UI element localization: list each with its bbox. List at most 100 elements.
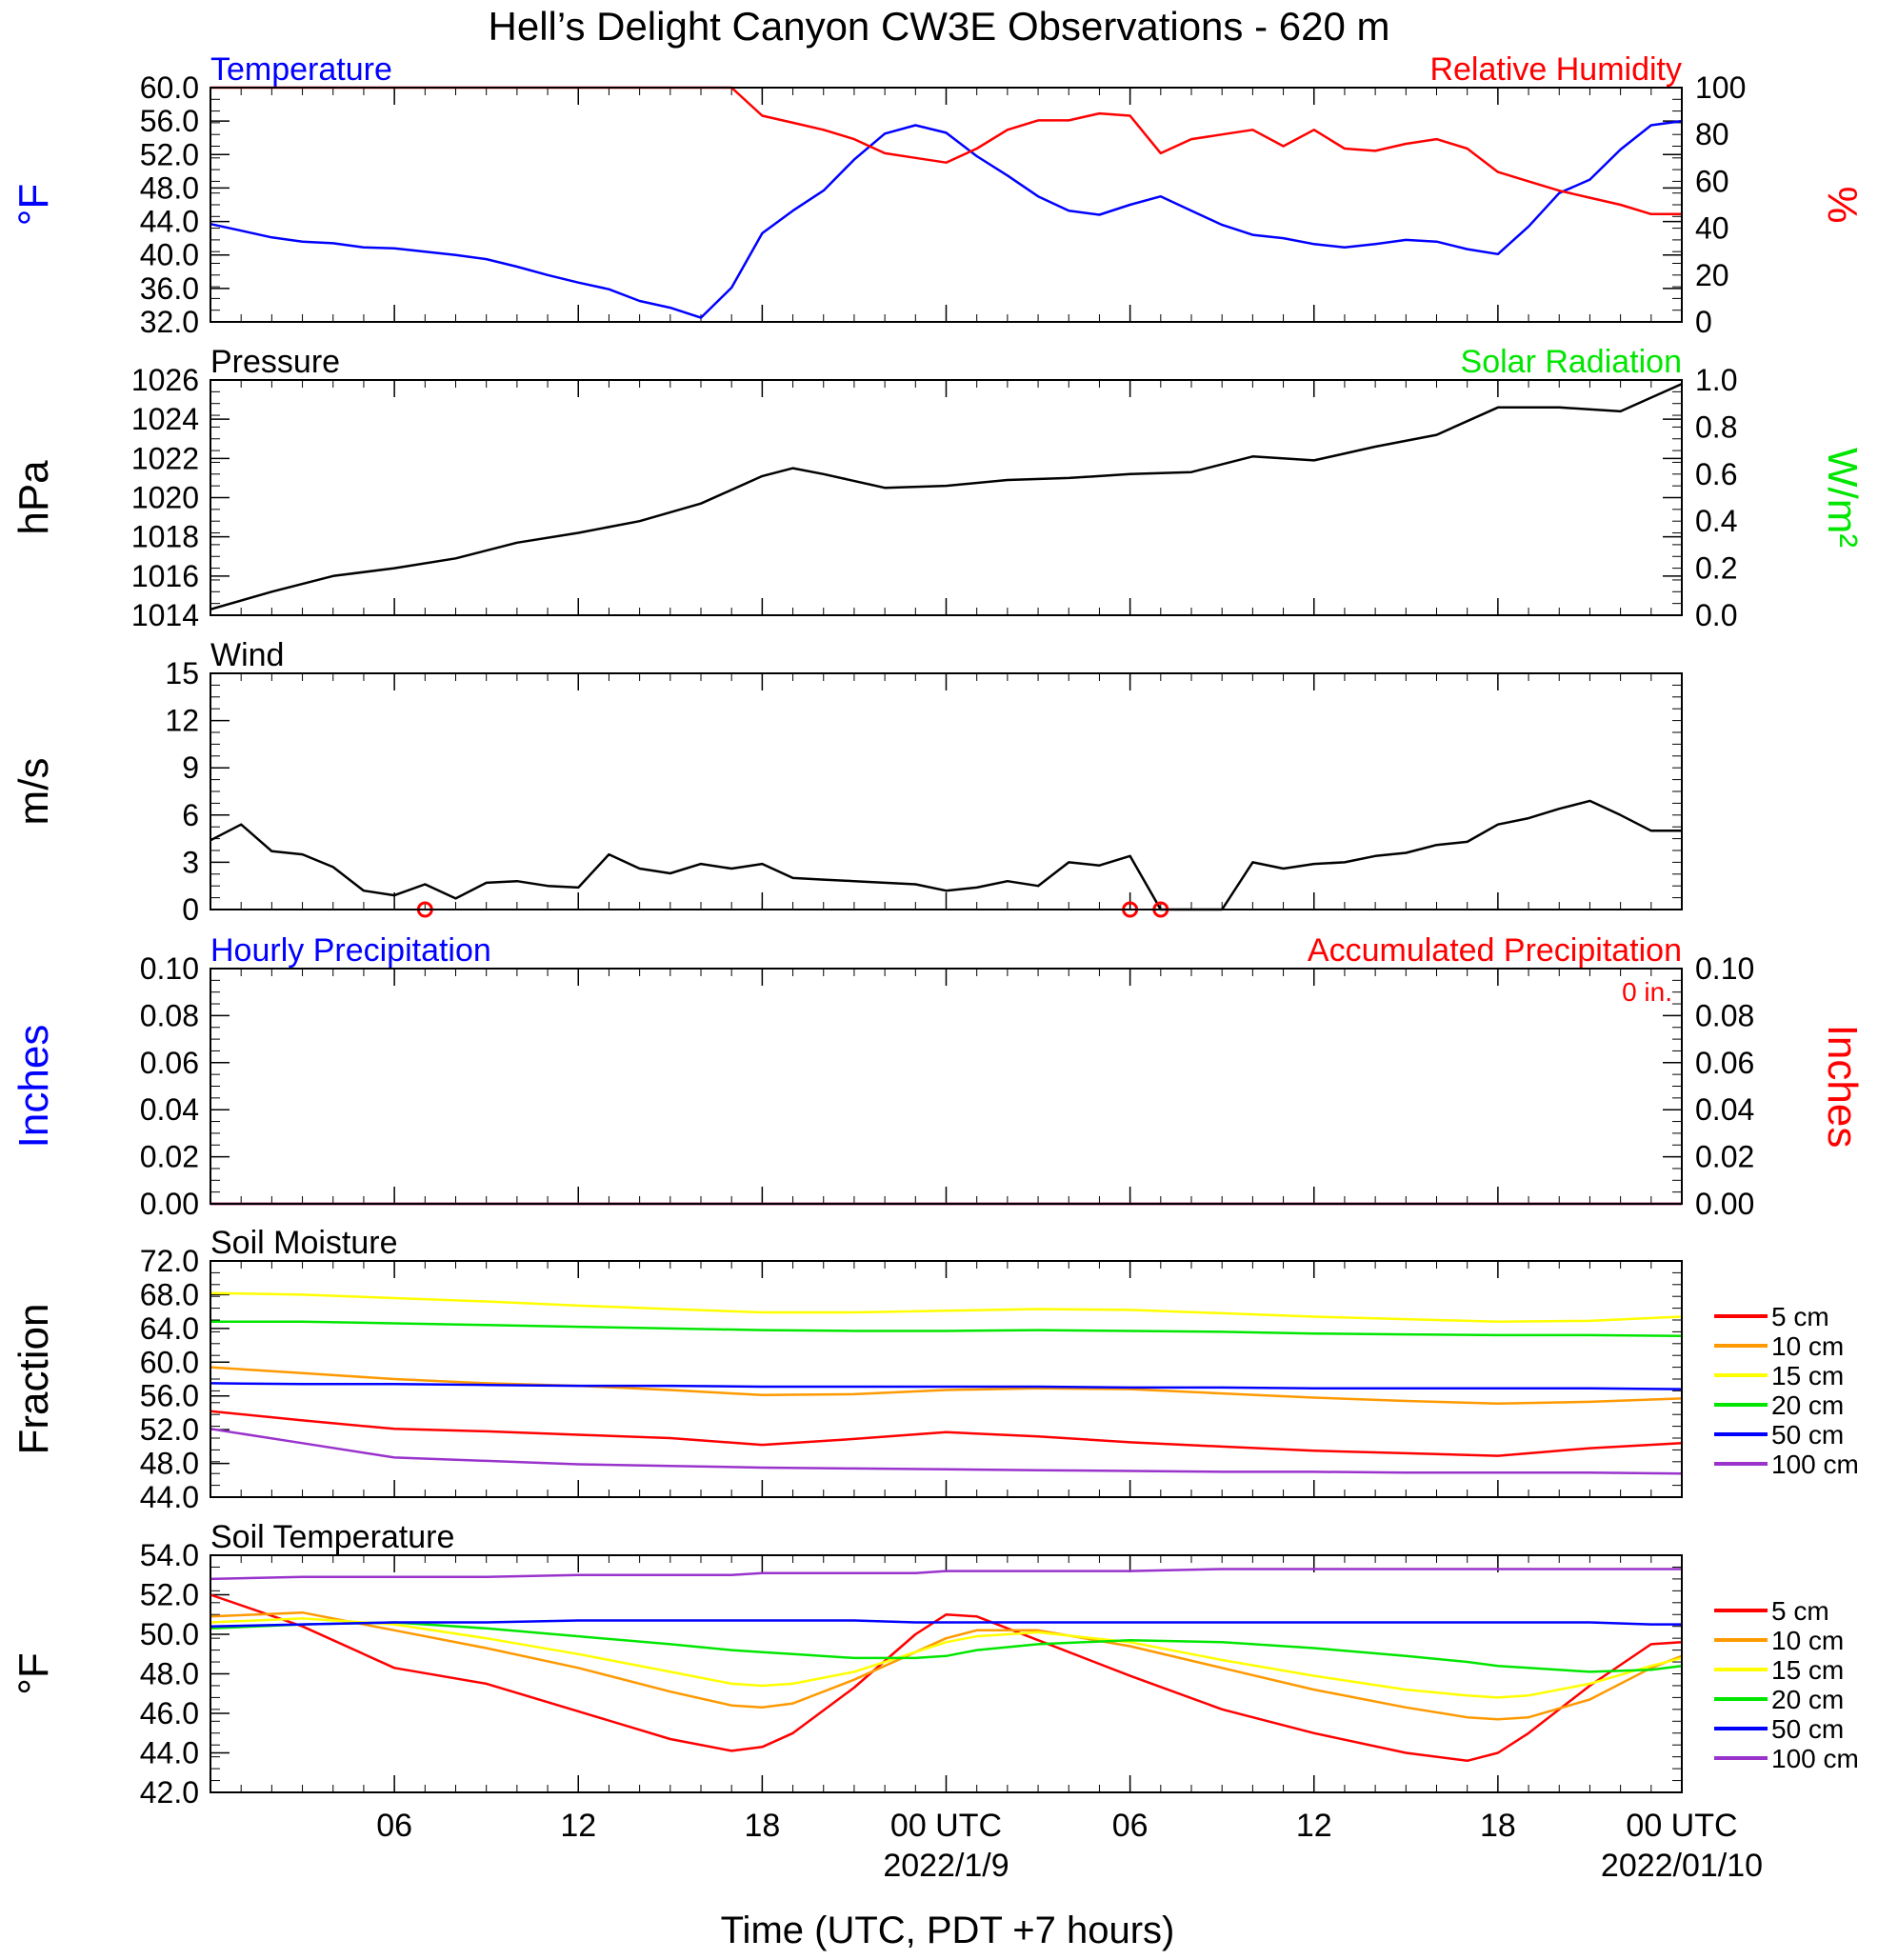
legend-label: 50 cm	[1771, 1714, 1844, 1744]
series-line-15-cm	[210, 1617, 1683, 1699]
panel-temperature-humidity: 60.056.052.048.044.040.036.032.0 100 80 60 4…	[10, 51, 1866, 339]
y-tick-label: 52.0	[140, 1578, 199, 1612]
y-tick-label: 56.0	[140, 1379, 199, 1413]
panel-frame	[210, 87, 1683, 323]
panel-title-left: Hourly Precipitation	[210, 932, 491, 969]
y-tick-label: 1026	[131, 363, 199, 397]
y-right-tick-label: 0.08	[1695, 998, 1754, 1032]
panel-pressure-solar: 1026 1024 1022 1020 1018 1016 1014 1.0 0.8 0.6 0.4…	[10, 344, 1866, 632]
series-line-relative-humidity	[210, 86, 1682, 216]
y-tick-label: 1022	[131, 441, 199, 475]
y-tick-label: 1014	[131, 598, 199, 632]
y-tick-label: 3	[182, 845, 199, 879]
y-right-tick-label: 80	[1695, 117, 1729, 151]
legend-label: 20 cm	[1771, 1390, 1844, 1420]
panel-title-right: Relative Humidity	[1429, 51, 1682, 88]
y-axis-title: hPa	[10, 460, 57, 535]
y-tick-label: 64.0	[140, 1311, 199, 1346]
panel-title-right: Accumulated Precipitation	[1308, 932, 1682, 969]
y-tick-label: 48.0	[140, 170, 199, 205]
y-axis-title: Fraction	[10, 1304, 57, 1455]
series-line-20-cm	[210, 1621, 1683, 1673]
y-tick-label: 48.0	[140, 1447, 199, 1481]
y-tick-label: 72.0	[140, 1244, 199, 1278]
panel-frame	[210, 1260, 1683, 1498]
y-tick-label: 32.0	[140, 305, 199, 339]
x-tick-date-label: 2022/01/10	[1601, 1848, 1763, 1884]
y-tick-label: 46.0	[140, 1696, 199, 1730]
y-tick-label: 68.0	[140, 1277, 199, 1311]
series-line-5-cm	[210, 1593, 1683, 1763]
legend-label: 15 cm	[1771, 1361, 1844, 1390]
y-right-tick-label: 40	[1695, 211, 1729, 246]
panel-title-left: Pressure	[210, 344, 340, 380]
y-right-tick-label: 0	[1695, 305, 1712, 339]
legend-label: 20 cm	[1771, 1685, 1844, 1714]
legend-label: 10 cm	[1771, 1331, 1844, 1361]
legend-label: 5 cm	[1771, 1596, 1829, 1626]
y-right-tick-label: 0.04	[1695, 1092, 1754, 1127]
legend-label: 5 cm	[1771, 1302, 1829, 1331]
panel-title-right: Solar Radiation	[1461, 344, 1682, 380]
series-line-50-cm	[210, 1382, 1683, 1390]
y-tick-label: 42.0	[140, 1775, 199, 1810]
panel-title-left: Wind	[210, 637, 284, 673]
y-tick-label: 54.0	[140, 1538, 199, 1572]
panel-frame	[210, 1554, 1683, 1793]
y-tick-label: 0.10	[140, 951, 199, 986]
legend-label: 100 cm	[1771, 1450, 1859, 1479]
legend-label: 15 cm	[1771, 1655, 1844, 1685]
y-tick-label: 0.04	[140, 1092, 199, 1127]
y-tick-label: 44.0	[140, 1736, 199, 1770]
legend-label: 100 cm	[1771, 1744, 1859, 1773]
series-line-5-cm	[210, 1410, 1683, 1457]
x-tick-label: 18	[1480, 1808, 1516, 1844]
panel-frame	[210, 379, 1683, 616]
y-right-tick-label: 0.8	[1695, 410, 1737, 444]
y-tick-label: 36.0	[140, 271, 199, 306]
panel-wind: 15 12 9 6 3 0 m/s Wind	[10, 637, 1683, 927]
y-right-tick-label: 0.06	[1695, 1046, 1754, 1080]
y-tick-label: 1016	[131, 559, 199, 593]
y-tick-label: 0.02	[140, 1140, 199, 1174]
y-axis-title: °F	[10, 1652, 57, 1694]
y-right-axis-title: W/m²	[1819, 448, 1866, 548]
y-right-axis-title: Inches	[1819, 1025, 1866, 1149]
y-tick-label: 48.0	[140, 1657, 199, 1691]
legend-label: 10 cm	[1771, 1626, 1844, 1655]
x-tick-label: 00 UTC	[1626, 1808, 1737, 1844]
precip-total-annotation: 0 in.	[1622, 977, 1672, 1007]
series-line-pressure	[210, 382, 1683, 611]
y-right-tick-label: 20	[1695, 258, 1729, 292]
y-right-tick-label: 100	[1695, 70, 1746, 105]
y-right-tick-label: 0.00	[1695, 1187, 1754, 1221]
y-right-tick-label: 0.10	[1695, 951, 1754, 986]
panel-precipitation: 0.10 0.08 0.06 0.04 0.02 0.00 0.10 0.08 0.06 0.04…	[10, 932, 1866, 1221]
x-tick-date-label: 2022/1/9	[883, 1848, 1009, 1884]
y-right-tick-label: 0.6	[1695, 457, 1737, 491]
y-tick-label: 60.0	[140, 1345, 199, 1379]
y-tick-label: 52.0	[140, 1412, 199, 1447]
y-right-tick-label: 0.2	[1695, 551, 1737, 586]
y-tick-label: 0.08	[140, 998, 199, 1032]
y-tick-label: 52.0	[140, 137, 199, 171]
series-line-100-cm	[210, 1428, 1683, 1475]
y-tick-label: 15	[165, 656, 199, 690]
series-line-10-cm	[210, 1610, 1683, 1721]
legend-label: 50 cm	[1771, 1420, 1844, 1450]
panel-title-left: Soil Moisture	[210, 1225, 398, 1261]
panel-frame	[210, 968, 1683, 1205]
panels: 60.056.052.048.044.040.036.032.010080604…	[10, 51, 1866, 1884]
x-tick-label: 18	[744, 1808, 780, 1844]
x-tick-label: 06	[1112, 1808, 1149, 1844]
y-right-axis-title: %	[1819, 186, 1866, 223]
series-line-temperature	[210, 119, 1683, 319]
y-right-tick-label: 1.0	[1695, 363, 1737, 397]
y-tick-label: 0	[182, 892, 199, 927]
y-axis-title: Inches	[10, 1025, 57, 1149]
series-line-10-cm	[210, 1366, 1683, 1405]
y-tick-label: 50.0	[140, 1617, 199, 1651]
y-tick-label: 12	[165, 704, 199, 738]
series-line-15-cm	[210, 1291, 1683, 1324]
